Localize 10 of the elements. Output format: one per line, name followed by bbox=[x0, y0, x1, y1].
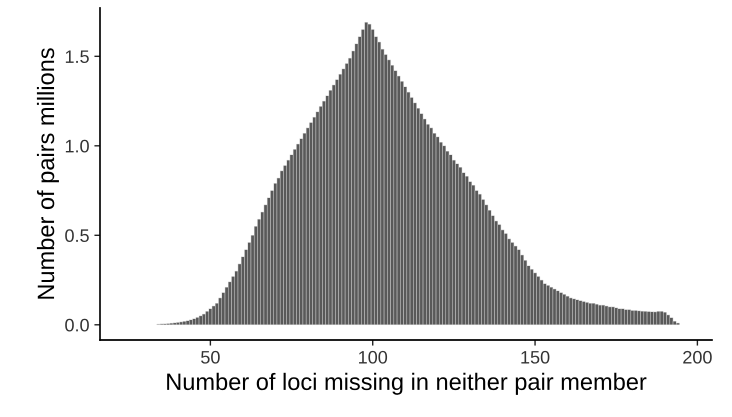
y-tick-label: 0.0 bbox=[65, 318, 89, 332]
x-tick-label: 50 bbox=[201, 350, 220, 364]
x-tick-label: 150 bbox=[521, 350, 550, 364]
y-tick-label: 1.5 bbox=[66, 50, 89, 64]
y-tick-label: 0.5 bbox=[65, 229, 89, 242]
x-tick-label: 200 bbox=[683, 350, 712, 364]
y-axis-title: Number of pairs millions bbox=[36, 48, 59, 299]
x-tick-label: 100 bbox=[359, 350, 388, 364]
x-axis-title: Number of loci missing in neither pair member bbox=[167, 372, 646, 395]
y-tick-label: 1.0 bbox=[66, 140, 89, 153]
